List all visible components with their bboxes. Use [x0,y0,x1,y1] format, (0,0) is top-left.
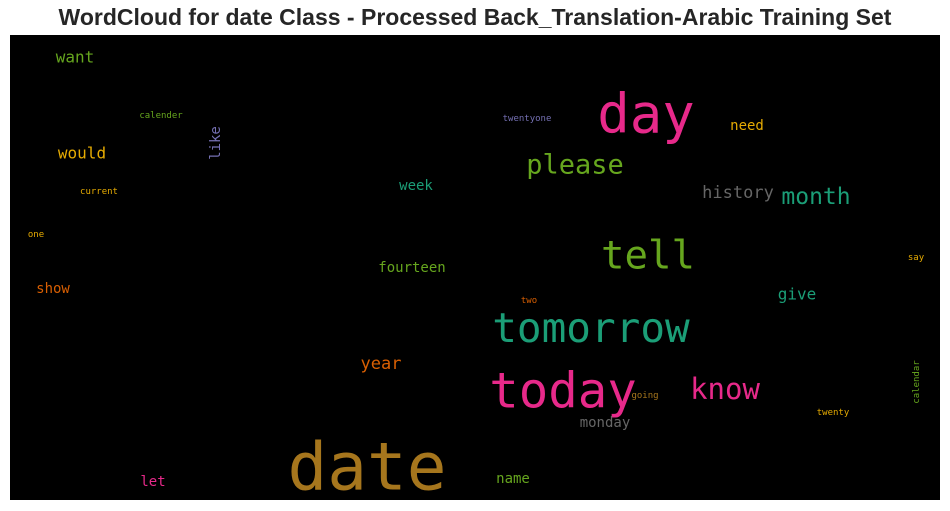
word-month: month [781,184,850,210]
word-twentyone: twentyone [503,114,552,124]
word-like: like [208,126,224,160]
word-calendar: calendar [912,360,922,404]
chart-title: WordCloud for date Class - Processed Bac… [58,4,892,30]
word-calender: calender [139,111,183,121]
word-one: one [28,230,44,240]
word-going: going [631,391,658,401]
word-monday: monday [580,415,631,431]
word-date: date [288,429,447,501]
wordcloud-canvas: date day today tomorrow tell know please month h… [10,35,940,500]
word-day: day [597,83,695,146]
word-would: would [58,144,106,163]
word-please: please [526,150,624,181]
word-name: name [496,471,530,487]
word-year: year [361,354,402,374]
word-tell: tell [601,234,695,279]
word-need: need [730,118,764,134]
wordcloud-svg: date day today tomorrow tell know please monthh… [28,48,925,501]
word-say: say [908,253,925,263]
word-let: let [140,474,165,490]
word-history: history [702,183,774,203]
word-week: week [399,178,433,194]
word-fourteen: fourteen [378,260,445,276]
word-today: today [489,363,637,420]
word-twenty: twenty [817,408,850,418]
word-know: know [690,372,760,406]
word-tomorrow: tomorrow [492,304,690,352]
word-give: give [778,285,817,304]
word-current: current [80,187,118,197]
word-show: show [36,281,70,297]
word-want: want [56,48,95,67]
word-two: two [521,296,537,306]
